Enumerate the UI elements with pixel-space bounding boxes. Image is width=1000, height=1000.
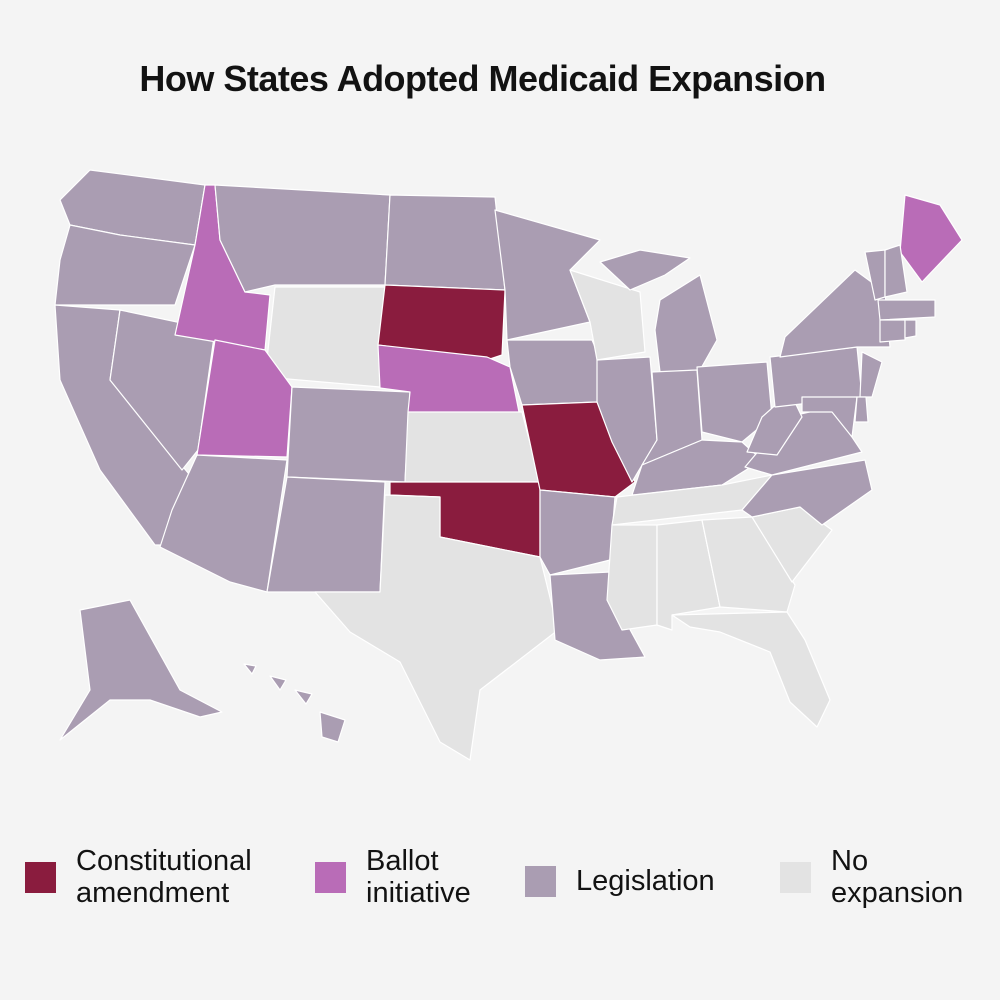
state-ny	[779, 269, 891, 358]
state-mi	[654, 274, 718, 373]
legend-label: Constitutional	[76, 845, 252, 877]
state-tx	[314, 494, 559, 761]
state-de	[854, 396, 869, 423]
state-hi	[294, 689, 313, 705]
us-choropleth-map	[54, 169, 963, 761]
legend-label: expansion	[831, 877, 964, 909]
legend-label: No	[831, 845, 869, 877]
state-ma	[877, 299, 936, 321]
state-ar	[539, 489, 616, 576]
state-wy	[264, 286, 386, 388]
state-ms	[606, 524, 658, 631]
legend-label: initiative	[366, 877, 471, 909]
state-md	[801, 396, 858, 438]
legend-item-no-expansion: No expansion	[780, 845, 963, 909]
state-il	[596, 356, 658, 483]
legend-swatch	[525, 865, 556, 897]
legend-label: Legislation	[576, 865, 715, 897]
state-hi	[319, 711, 346, 743]
state-nm	[266, 476, 386, 593]
state-nd	[384, 194, 506, 291]
map-title: How States Adopted Medicaid Expansion	[139, 58, 826, 99]
state-ks	[404, 411, 541, 483]
legend-swatch	[315, 861, 346, 893]
state-nh	[884, 244, 908, 298]
state-ga	[701, 516, 796, 613]
legend-label: Ballot	[366, 845, 439, 877]
state-fl	[671, 611, 831, 728]
state-az	[159, 454, 288, 593]
state-co	[286, 386, 411, 483]
state-ak	[59, 599, 223, 741]
state-ri	[904, 319, 917, 339]
state-ct	[879, 319, 906, 343]
legend-swatch	[25, 861, 56, 893]
state-mt	[214, 184, 391, 293]
legend-item-legislation: Legislation	[525, 865, 715, 897]
state-mi	[599, 249, 691, 291]
state-hi	[269, 675, 287, 691]
state-me	[899, 194, 963, 283]
state-nc	[741, 459, 873, 526]
state-sd	[377, 284, 506, 361]
state-nj	[859, 351, 883, 398]
legend-item-constitutional: Constitutional amendment	[25, 845, 252, 909]
legend-swatch	[780, 861, 811, 893]
state-or	[54, 224, 196, 306]
legend-item-ballot: Ballot initiative	[315, 845, 471, 909]
legend-label: amendment	[76, 877, 230, 909]
state-hi	[243, 663, 257, 675]
